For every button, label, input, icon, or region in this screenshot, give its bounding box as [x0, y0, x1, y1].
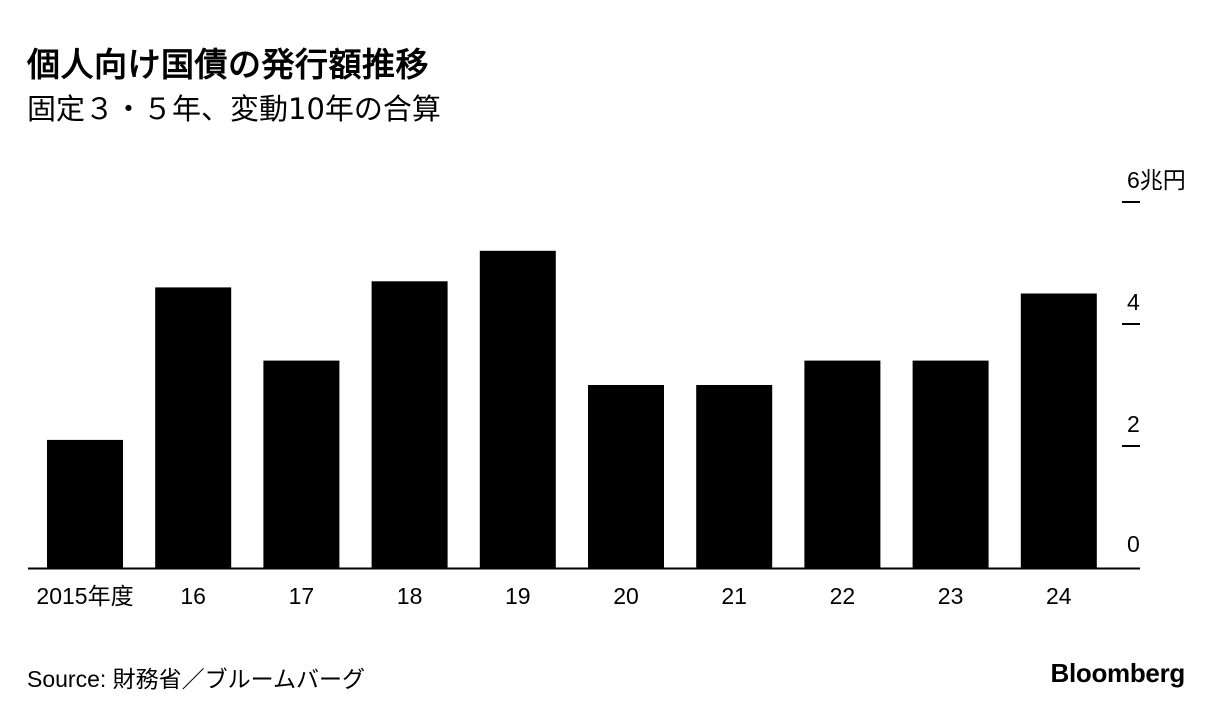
- source-note: Source: 財務省／ブルームバーグ: [27, 666, 365, 692]
- bar: [47, 439, 123, 568]
- bar: [1020, 293, 1097, 568]
- bar: [696, 385, 773, 568]
- y-tick-label: 2: [1127, 411, 1140, 437]
- x-tick-label: 16: [180, 583, 206, 609]
- bars-layer: [47, 250, 1097, 569]
- x-axis: 2015年度 16 17 18 19 20 21 22 23 24: [28, 567, 1140, 609]
- y-tick-label: 4: [1127, 289, 1140, 315]
- chart-subtitle: 固定３・５年、変動10年の合算: [27, 92, 441, 126]
- bloomberg-logo: Bloomberg: [1050, 658, 1185, 688]
- bar: [263, 360, 340, 568]
- x-tick-label: 22: [830, 583, 856, 609]
- x-tick-label: 23: [938, 583, 964, 609]
- bar: [804, 360, 881, 568]
- x-tick-label: 18: [397, 583, 423, 609]
- y-tick-label: 0: [1127, 531, 1140, 557]
- x-tick-label: 21: [721, 583, 747, 609]
- x-tick-label: 19: [505, 583, 531, 609]
- y-tick-label: 6兆円: [1127, 167, 1186, 193]
- bar: [371, 281, 448, 568]
- bar: [479, 250, 556, 569]
- bar: [155, 287, 232, 568]
- bar: [588, 385, 664, 568]
- x-tick-label: 17: [289, 583, 315, 609]
- chart-title: 個人向け国債の発行額推移: [27, 45, 429, 84]
- y-axis: 0 2 4 6兆円: [1122, 167, 1186, 557]
- x-tick-label: 2015年度: [36, 583, 133, 609]
- x-tick-label: 20: [613, 583, 639, 609]
- x-tick-label: 24: [1046, 583, 1072, 609]
- bar: [912, 360, 989, 568]
